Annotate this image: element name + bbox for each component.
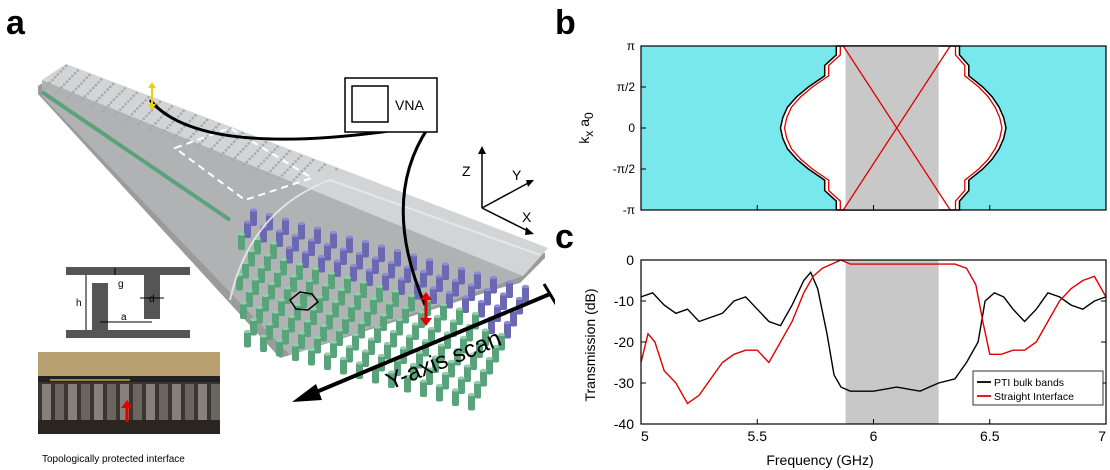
cable-1 <box>148 99 411 141</box>
axis-z-label: Z <box>462 163 471 179</box>
hexagon-unit-cell <box>288 291 320 311</box>
unit-cell-d: d <box>149 294 155 305</box>
legend-label: PTI bulk bands <box>994 377 1064 389</box>
band-ytick: 0 <box>628 121 635 135</box>
unit-cell-inset: g h a d <box>66 267 190 338</box>
transmission-xtick: 7 <box>1098 428 1106 444</box>
axis-y-label: Y <box>512 167 522 183</box>
photo-caption: Topologically protected interface <box>42 454 185 465</box>
edge-state-1 <box>842 45 951 211</box>
transmission-xtick: 5 <box>641 428 649 444</box>
transmission-ytick: -20 <box>614 334 634 350</box>
axis-x <box>481 207 531 233</box>
transmission-gap-shade <box>845 260 939 424</box>
series-straight-interface <box>640 259 1107 405</box>
band-diagram: π π/2 0 -π/2 -π kx a0 <box>576 39 1107 217</box>
band-ytick: -π <box>623 203 635 217</box>
unit-cell-h: h <box>76 298 82 309</box>
band-ylabel: kx a0 <box>576 112 596 144</box>
transmission-xtick: 5.5 <box>748 428 768 444</box>
scan-area-outline <box>172 126 315 202</box>
panel-letter-b: b <box>555 4 576 42</box>
transmission-chart: 0 -10 -20 -30 -40 5 5.5 6 6.5 7 PTI bulk bands Stra… <box>582 252 1107 468</box>
rod-array <box>236 208 529 411</box>
transmission-xtick: 6 <box>870 428 878 444</box>
interface-band-right <box>954 46 1003 210</box>
transmission-ylabel: Transmission (dB) <box>582 288 598 401</box>
fabrication-photo <box>38 352 220 434</box>
legend-label: Straight Interface <box>994 391 1074 403</box>
legend-box <box>972 370 1104 406</box>
panel-letter-a: a <box>6 4 25 42</box>
unit-cell-a: a <box>121 312 127 323</box>
transmission-ytick: 0 <box>626 252 634 268</box>
cable-2 <box>401 127 430 306</box>
interface-band-left <box>783 46 841 210</box>
schematic-panel: VNA Z Y X Y-axis scan g h a d <box>38 64 555 434</box>
transmission-xtick: 6.5 <box>980 428 1000 444</box>
scan-arrow <box>301 292 551 400</box>
band-ytick: π <box>627 39 635 53</box>
band-ytick: -π/2 <box>613 162 636 176</box>
band-ytick: π/2 <box>617 80 636 94</box>
axis-y <box>481 181 531 209</box>
vna-screen <box>351 85 389 123</box>
series-pti-bulk <box>640 270 1107 392</box>
transmission-xlabel: Frequency (GHz) <box>766 452 873 468</box>
unit-cell-g: g <box>118 279 124 290</box>
green-rods-edge <box>40 90 232 222</box>
cover-edge <box>229 178 541 301</box>
transmission-ytick: -10 <box>614 293 634 309</box>
vna-label: VNA <box>395 97 424 113</box>
transmission-ytick: -40 <box>614 416 634 432</box>
axis-x-label: X <box>522 209 532 225</box>
panel-letter-c: c <box>555 218 574 256</box>
transmission-ytick: -30 <box>614 375 634 391</box>
